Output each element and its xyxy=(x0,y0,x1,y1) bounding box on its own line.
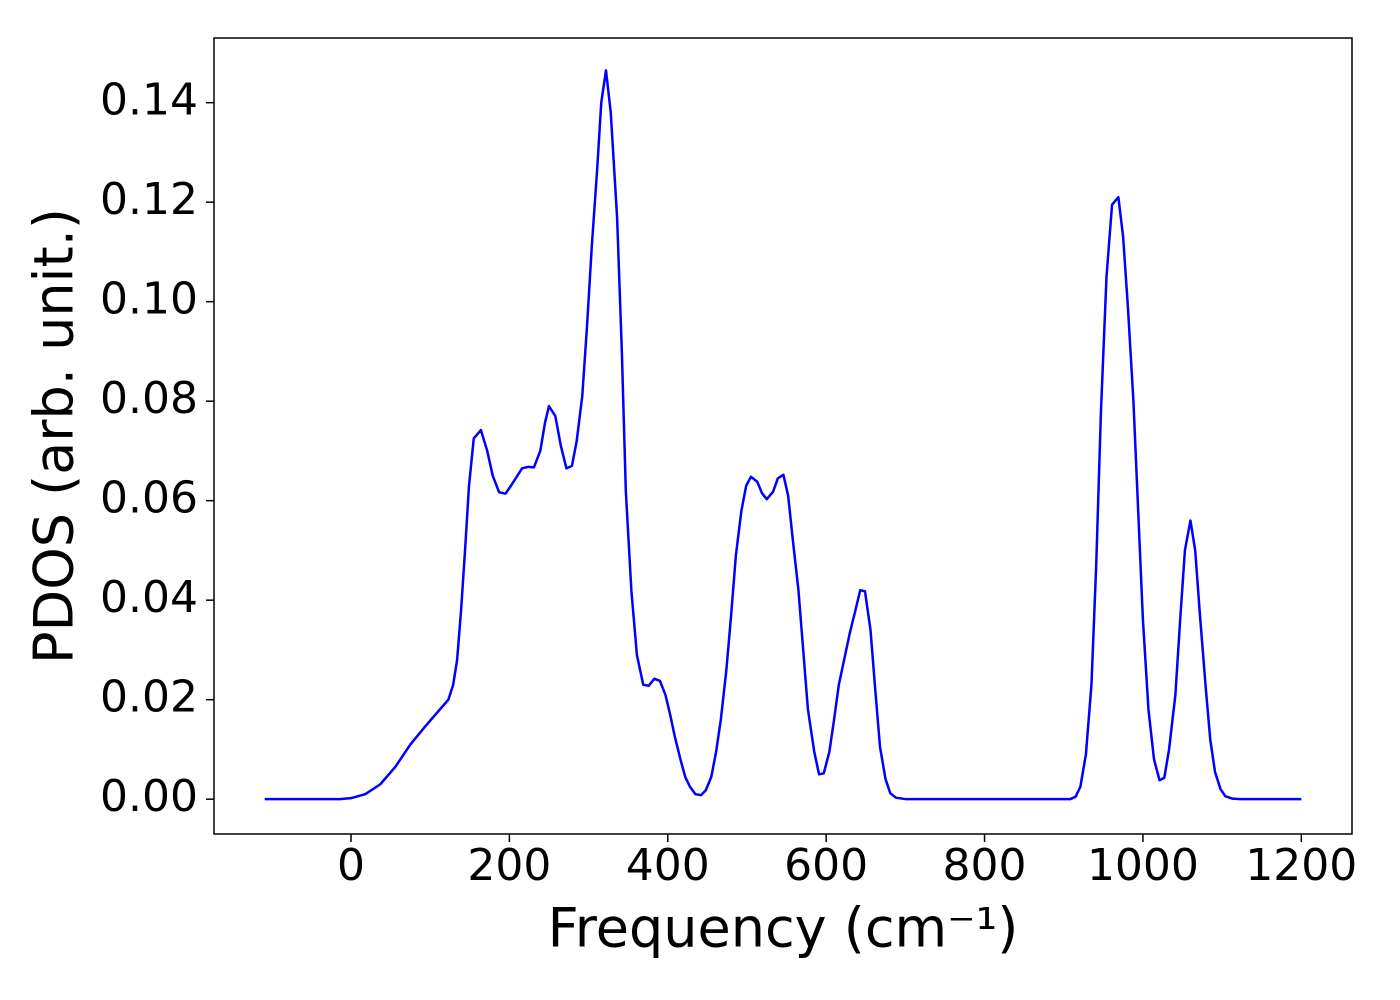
data-line xyxy=(264,69,1302,801)
x-tick-label: 1000 xyxy=(1087,840,1199,891)
y-tick-label: 0.06 xyxy=(100,473,198,524)
y-tick-label: 0.02 xyxy=(100,672,198,723)
y-tick-label: 0.10 xyxy=(100,274,198,325)
y-tick-label: 0.00 xyxy=(100,771,198,822)
x-tick-label: 800 xyxy=(943,840,1027,891)
y-tick-label: 0.12 xyxy=(100,174,198,225)
x-axis-label: Frequency (cm⁻¹) xyxy=(548,897,1019,960)
x-tick-label: 1200 xyxy=(1245,840,1357,891)
x-tick-label: 600 xyxy=(784,840,868,891)
y-axis-label: PDOS (arb. unit.) xyxy=(23,208,86,664)
x-tick-label: 400 xyxy=(626,840,710,891)
y-tick-label: 0.04 xyxy=(100,572,198,623)
y-tick-label: 0.14 xyxy=(100,75,198,126)
x-tick-label: 200 xyxy=(467,840,551,891)
plot-frame xyxy=(213,37,1353,835)
x-tick-label: 0 xyxy=(337,840,365,891)
y-tick-label: 0.08 xyxy=(100,373,198,424)
